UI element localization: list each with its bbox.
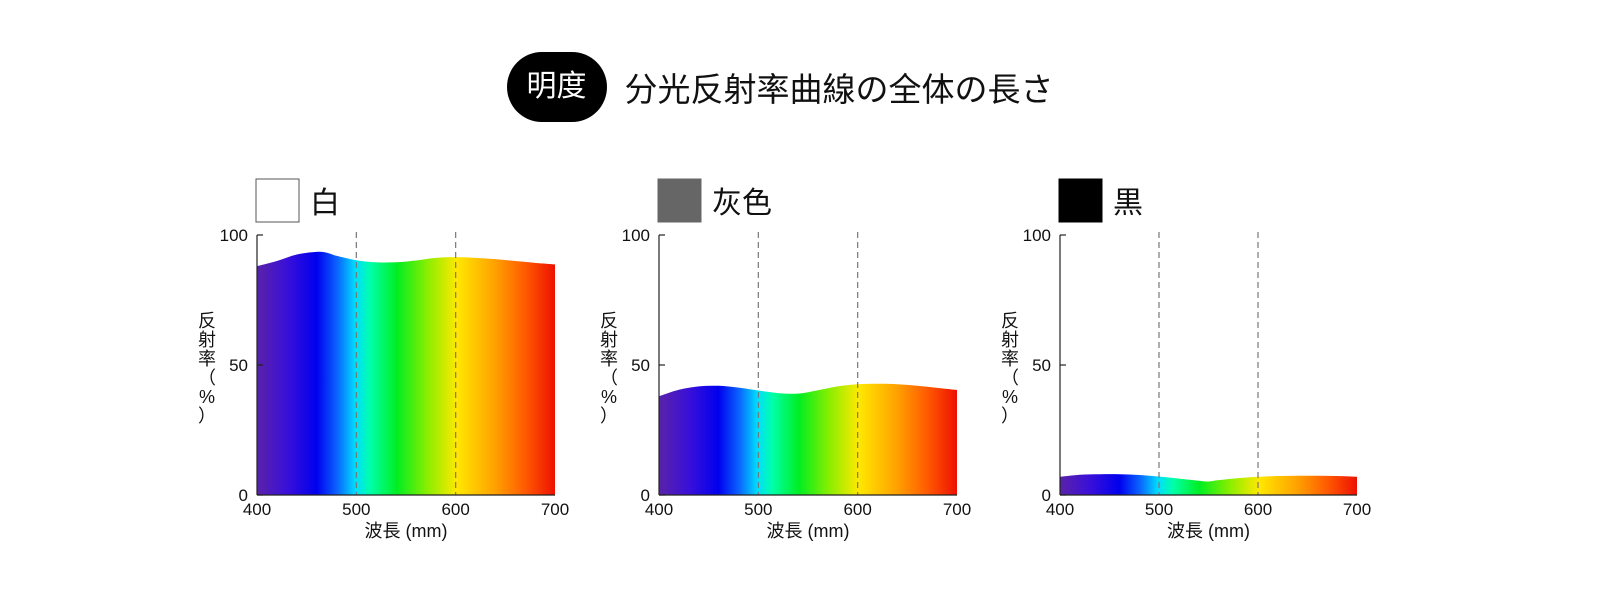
chart-panel-2: 灰色 0 50 100 400 500 600 700 波長 (mm) 反射率（%） (600, 178, 971, 541)
y-tick-label: 0 (239, 486, 248, 505)
reflectance-area (659, 383, 957, 495)
x-tick-label: 400 (243, 500, 271, 519)
header: 明度 分光反射率曲線の全体の長さ (0, 52, 1600, 122)
y-tick-label: 0 (641, 486, 650, 505)
chart-panel-3: 黒 0 50 100 400 500 600 700 波長 (mm) 反射率（%） (1001, 178, 1371, 541)
x-axis-label: 波長 (mm) (767, 521, 850, 541)
reflectance-area (1060, 474, 1357, 495)
y-tick-label: 100 (220, 226, 248, 245)
reflectance-area (257, 251, 555, 495)
x-axis-label: 波長 (mm) (1167, 521, 1250, 541)
x-axis-label: 波長 (mm) (365, 521, 448, 541)
x-tick-label: 400 (645, 500, 673, 519)
x-tick-label: 700 (943, 500, 971, 519)
color-swatch (1058, 178, 1103, 223)
x-tick-label: 500 (744, 500, 772, 519)
x-tick-label: 500 (1145, 500, 1173, 519)
chart-title: 黒 (1113, 187, 1143, 220)
color-swatch (255, 178, 300, 223)
chart-title: 白 (310, 187, 340, 220)
x-tick-label: 600 (441, 500, 469, 519)
y-tick-label: 0 (1042, 486, 1051, 505)
x-tick-label: 700 (541, 500, 569, 519)
x-tick-label: 700 (1343, 500, 1371, 519)
y-axis-label: 反射率（%） (1001, 311, 1019, 426)
x-tick-label: 400 (1046, 500, 1074, 519)
y-tick-label: 100 (622, 226, 650, 245)
x-tick-label: 500 (342, 500, 370, 519)
color-swatch (657, 178, 702, 223)
x-tick-label: 600 (1244, 500, 1272, 519)
page-title: 分光反射率曲線の全体の長さ (624, 70, 1054, 109)
y-tick-label: 50 (631, 356, 650, 375)
brightness-badge: 明度 (506, 52, 607, 122)
y-tick-label: 100 (1023, 226, 1051, 245)
x-tick-label: 600 (843, 500, 871, 519)
y-axis-label: 反射率（%） (600, 311, 618, 426)
y-tick-label: 50 (1032, 356, 1051, 375)
y-axis-label: 反射率（%） (198, 311, 216, 426)
y-tick-label: 50 (229, 356, 248, 375)
chart-title: 灰色 (712, 187, 772, 220)
chart-panel-1: 白 0 50 100 400 500 600 700 波長 (mm) 反射率（%） (198, 178, 569, 541)
